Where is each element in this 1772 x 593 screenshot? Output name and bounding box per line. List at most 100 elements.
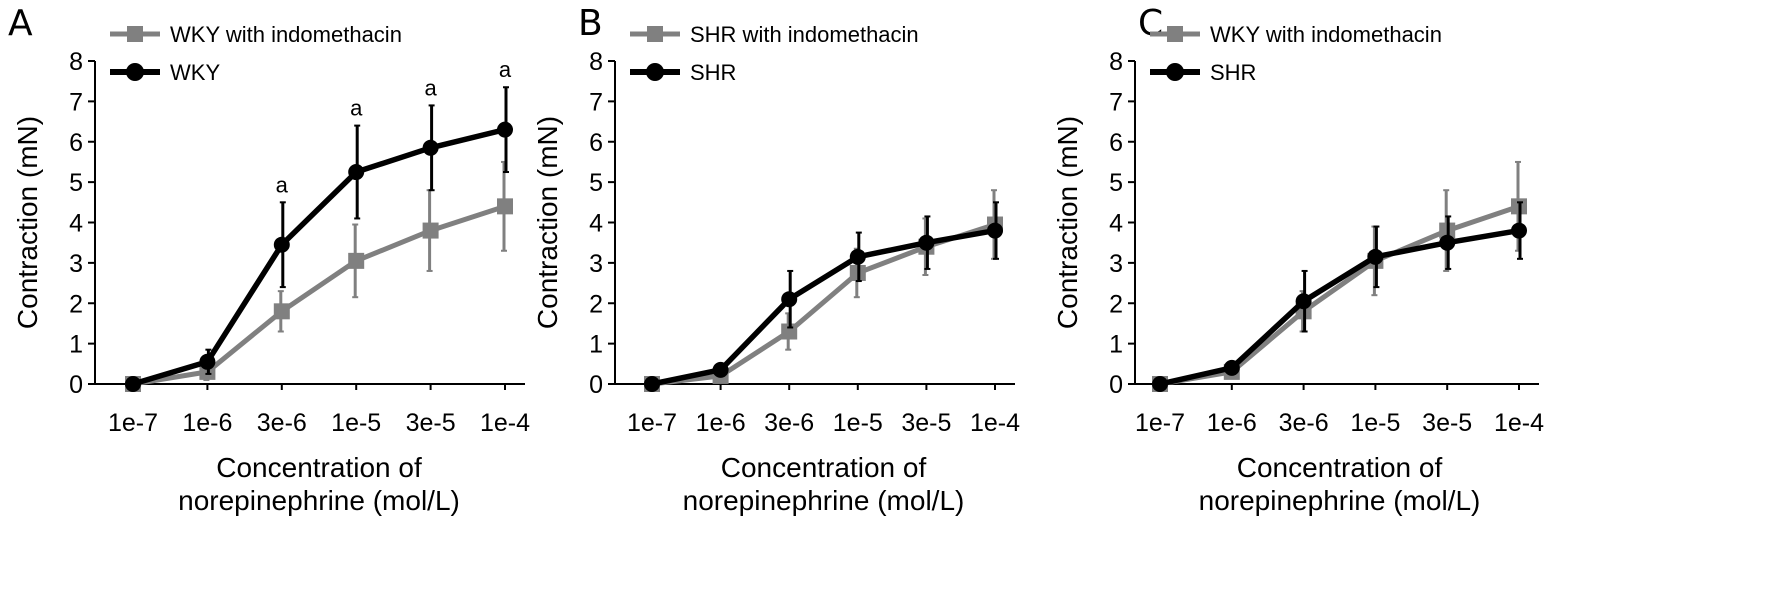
legend-swatch-square [1167,26,1183,42]
data-point-square [348,252,365,269]
series-indomethacin [125,160,513,392]
data-point-circle [497,121,513,138]
legend: SHR with indomethacin SHR [630,22,919,85]
panel-label: A [8,3,33,44]
y-tick-label: 8 [1109,48,1123,76]
data-point-circle [1511,222,1527,239]
y-tick-label: 1 [589,331,603,359]
y-tick-label: 0 [589,371,603,399]
y-tick-label: 7 [589,88,603,116]
panel-label: B [578,3,603,44]
y-tick-label: 2 [1109,290,1123,318]
data-point-square [273,303,290,320]
y-axis-title: Contraction (mN) [12,116,43,329]
series-control [644,201,1003,392]
legend-label: SHR [690,60,736,85]
y-tick-label: 8 [69,48,83,76]
data-point-circle [1439,234,1456,251]
y-tick-label: 4 [589,210,603,238]
x-tick-label: 1e-6 [1207,409,1257,437]
x-axis-title-line-1: Concentration of [1237,452,1443,483]
x-tick-label: 1e-5 [833,409,883,437]
legend-label: WKY [170,60,220,85]
y-tick-label: 7 [1109,88,1123,116]
x-axis-title-line-1: Concentration of [216,452,422,483]
y-tick-label: 2 [69,290,83,318]
data-point-circle [199,353,216,370]
data-point-circle [1367,248,1384,265]
significance-annotation: a [499,57,512,82]
x-tick-label: 1e-5 [1350,409,1400,437]
y-tick-label: 6 [589,129,603,157]
y-tick-label: 1 [69,331,83,359]
data-point-circle [849,248,866,265]
data-point-circle [918,234,935,251]
series-control [125,86,513,392]
data-point-circle [1152,376,1168,392]
series-line [1159,227,1520,387]
significance-annotation: a [424,75,437,100]
x-tick-label: 1e-4 [480,409,530,437]
x-tick-label: 3e-6 [764,409,814,437]
legend: WKY with indomethacin SHR [1150,22,1442,85]
x-axis-title-line-2: norepinephrine (mol/L) [1199,485,1481,516]
x-tick-label: 3e-6 [257,409,307,437]
legend-swatch-circle [646,63,664,81]
y-tick-label: 4 [69,210,83,238]
y-axis-title: Contraction (mN) [1052,116,1083,329]
chart-panel-a: A 0 1 2 3 4 5 6 7 8 1e-7 1e-6 3e-6 1e-5 3e-5 1e-4 Contra… [8,3,530,516]
y-tick-label: 5 [1109,169,1123,197]
y-tick-label: 1 [1109,331,1123,359]
data-point-circle [644,376,660,392]
y-tick-label: 3 [589,250,603,278]
legend-swatch-square [127,26,143,42]
data-point-circle [273,236,290,253]
significance-annotation: a [350,96,363,121]
series-control [1152,201,1527,392]
data-point-circle [125,376,141,392]
significance-annotation: a [276,172,289,197]
x-tick-label: 1e-5 [331,409,381,437]
x-tick-label: 3e-6 [1279,409,1329,437]
series-line [651,227,996,387]
legend-label: SHR [1210,60,1256,85]
data-point-circle [781,291,798,308]
y-tick-label: 3 [69,250,83,278]
data-point-square [497,198,513,215]
data-point-circle [348,164,365,181]
y-axis-title: Contraction (mN) [532,116,563,329]
x-tick-label: 1e-6 [182,409,232,437]
data-point-circle [422,139,439,156]
x-tick-label: 1e-7 [108,409,158,437]
chart-panel-c: C 0 1 2 3 4 5 6 7 8 1e-7 1e-6 3e-6 1e-5 3e-5 1e-4 Contra… [1052,3,1544,516]
x-tick-label: 1e-6 [696,409,746,437]
data-point-circle [1223,359,1240,376]
x-axis-title-line-2: norepinephrine (mol/L) [178,485,460,516]
x-tick-label: 1e-4 [1494,409,1544,437]
y-tick-label: 6 [69,129,83,157]
legend-swatch-circle [126,63,144,81]
y-tick-label: 5 [589,169,603,197]
data-point-circle [712,361,729,378]
x-tick-label: 3e-5 [1422,409,1472,437]
y-tick-label: 4 [1109,210,1123,238]
y-tick-label: 6 [1109,129,1123,157]
series-indomethacin [644,189,1003,392]
legend-swatch-circle [1166,63,1184,81]
legend: WKY with indomethacin WKY [110,22,402,85]
y-tick-label: 7 [69,88,83,116]
legend-label: WKY with indomethacin [170,22,402,47]
y-tick-label: 2 [589,290,603,318]
x-axis-title-line-2: norepinephrine (mol/L) [683,485,965,516]
y-tick-label: 8 [589,48,603,76]
x-tick-label: 3e-5 [901,409,951,437]
y-tick-label: 0 [1109,371,1123,399]
legend-swatch-square [647,26,663,42]
data-point-circle [987,222,1003,239]
series-line [132,126,506,387]
y-tick-label: 0 [69,371,83,399]
data-point-square [422,222,439,239]
chart-panel-b: B 0 1 2 3 4 5 6 7 8 1e-7 1e-6 3e-6 1e-5 3e-5 1e-4 Contra… [532,3,1020,516]
x-tick-label: 1e-7 [1135,409,1185,437]
